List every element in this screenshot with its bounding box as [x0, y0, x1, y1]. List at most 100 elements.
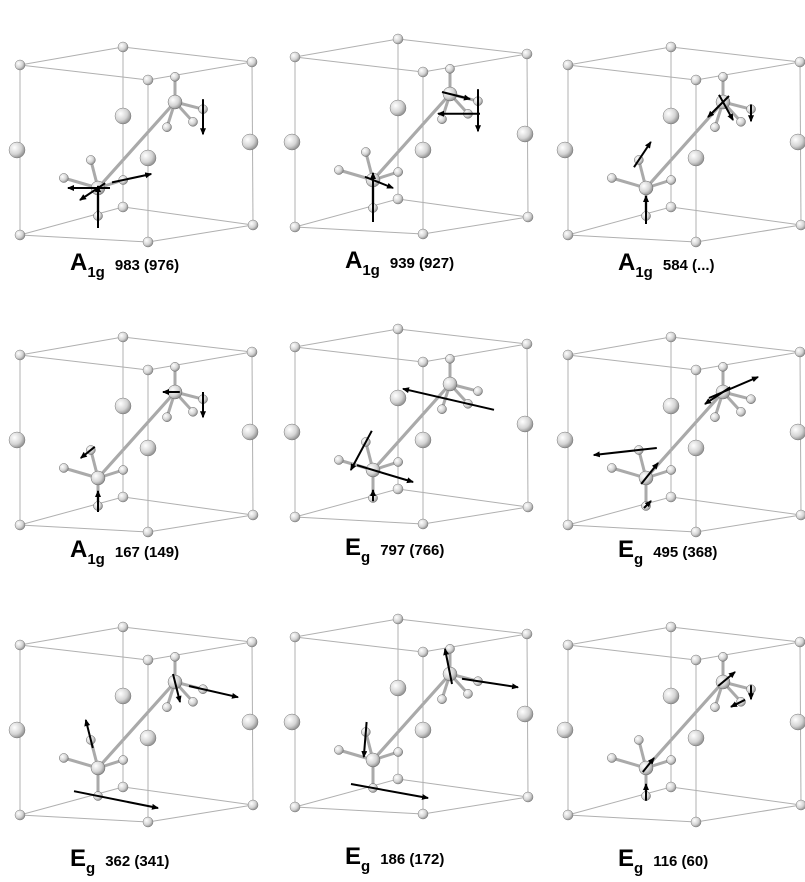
displacement-arrow [708, 376, 759, 399]
corner-atom [117, 491, 129, 503]
cell-edge [19, 336, 124, 356]
displacement-arrow [640, 462, 659, 485]
ligand-atom [437, 404, 447, 414]
ligand-atom [59, 463, 69, 473]
corner-atom [690, 526, 702, 538]
ligand-atom [188, 117, 198, 127]
ligand-atom [736, 117, 746, 127]
corner-atom [690, 364, 702, 376]
symmetry-subscript: 1g [87, 264, 105, 281]
corner-atom [142, 654, 154, 666]
corner-atom [142, 74, 154, 86]
displacement-arrow [730, 698, 746, 708]
corner-atom [690, 236, 702, 248]
corner-atom [117, 331, 129, 343]
ligand-atom [710, 122, 720, 132]
corner-atom [417, 646, 429, 658]
mode-label: A1g 167 (149) [70, 536, 179, 568]
displacement-arrow [349, 430, 373, 471]
panel [8, 41, 259, 248]
ligand-atom [170, 72, 180, 82]
symmetry-symbol: E [618, 536, 634, 563]
cell-edge [147, 224, 254, 243]
panel [283, 323, 534, 530]
symmetry-subscript: 1g [635, 264, 653, 281]
ligand-atom [170, 362, 180, 372]
cell-edge [19, 626, 124, 646]
symmetry-symbol: A [70, 249, 87, 276]
frequency: 584 (...) [663, 257, 715, 274]
corner-atom [417, 356, 429, 368]
symmetry-symbol: E [70, 845, 86, 872]
ligand-atom [607, 753, 617, 763]
corner-atom [392, 483, 404, 495]
face-atom [139, 729, 157, 747]
corner-atom [247, 799, 259, 811]
corner-atom [521, 628, 533, 640]
cell-edge [397, 618, 528, 635]
ligand-atom [607, 173, 617, 183]
cell-edge [567, 46, 672, 66]
corner-atom [289, 511, 301, 523]
face-atom [114, 397, 132, 415]
ligand-atom [170, 652, 180, 662]
cell-edge [670, 786, 802, 806]
ligand-atom [162, 122, 172, 132]
cell-edge [567, 336, 672, 356]
cell-edge [422, 796, 529, 815]
cell-edge [397, 328, 528, 345]
ligand-atom [118, 755, 128, 765]
ligand-atom [445, 64, 455, 74]
corner-atom [289, 801, 301, 813]
corner-atom [247, 219, 259, 231]
ligand-atom [393, 167, 403, 177]
bond [644, 390, 725, 480]
corner-atom [247, 509, 259, 521]
corner-atom [665, 331, 677, 343]
mode-label: Eg 362 (341) [70, 845, 169, 877]
corner-atom [562, 229, 574, 241]
cell-edge [122, 206, 254, 226]
cell-edge [147, 514, 254, 533]
ligand-atom [445, 354, 455, 364]
cell-edge [294, 516, 424, 525]
cell-edge [122, 626, 253, 643]
displacement-arrow [461, 677, 519, 690]
cell-edge [294, 806, 424, 815]
mode-label: A1g 939 (927) [345, 247, 454, 279]
symmetry-symbol: A [345, 247, 362, 274]
corner-atom [665, 201, 677, 213]
symmetry-subscript: 1g [87, 551, 105, 568]
corner-atom [14, 519, 26, 531]
face-atom [789, 133, 805, 151]
cell-edge [122, 46, 253, 63]
ligand-atom [188, 407, 198, 417]
displacement-arrow [633, 141, 652, 168]
face-atom [789, 423, 805, 441]
panel [283, 613, 534, 820]
corner-atom [142, 364, 154, 376]
cell-edge [19, 206, 124, 236]
corner-atom [392, 33, 404, 45]
bond [96, 390, 177, 480]
cell-edge [19, 354, 149, 371]
cell-edge [397, 198, 529, 218]
cell-edge [294, 618, 399, 638]
mode-label: Eg 116 (60) [618, 845, 708, 877]
ligand-atom [710, 412, 720, 422]
panel [8, 331, 259, 538]
face-atom [283, 713, 301, 731]
corner-atom [417, 518, 429, 530]
panel [556, 331, 805, 538]
cell-edge [567, 64, 697, 81]
cell-edge [695, 514, 802, 533]
face-atom [414, 431, 432, 449]
face-atom [516, 415, 534, 433]
ligand-atom [607, 463, 617, 473]
symmetry-symbol: E [345, 534, 361, 561]
face-atom [414, 721, 432, 739]
ligand-atom [463, 689, 473, 699]
ligand-atom [393, 457, 403, 467]
center-atom [638, 180, 654, 196]
cell-edge [294, 38, 399, 58]
